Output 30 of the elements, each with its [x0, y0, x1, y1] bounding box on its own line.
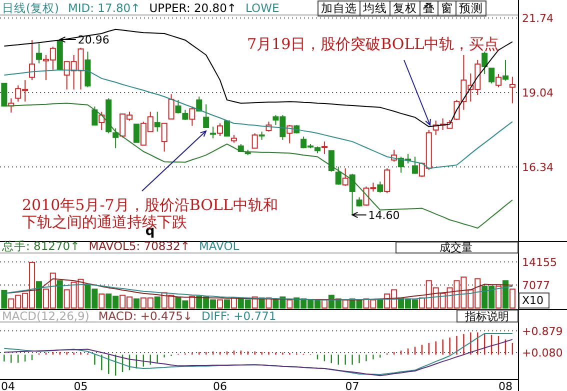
chart-title: 日线(复权) [2, 1, 59, 15]
annotation: 成交量 [440, 241, 472, 254]
y-tick-label: 21.74 [522, 12, 554, 26]
y-tick-label: 19.04 [522, 86, 554, 100]
annotation: 20.96 [58, 34, 110, 47]
annotation: 14.60 [351, 208, 400, 222]
annotation: 14.60 [368, 208, 400, 222]
x-tick-label: 07 [345, 380, 360, 391]
y-tick-label: +0.080 [522, 346, 563, 360]
series-label: 总手: 81270↑ [1, 239, 80, 253]
text: MAVOL [199, 239, 240, 253]
header: MACD(12,26,9) MACD: +0.475↓ DIFF: +0.771 指标说明 [2, 309, 518, 323]
x-tick-label: 04 [1, 380, 15, 391]
annotation: 指标说明 [464, 310, 509, 323]
button: X10 [518, 292, 550, 308]
button: 指标说明 [456, 310, 518, 323]
annotation: 20.96 [78, 34, 110, 47]
x-tick-label: 05 [74, 380, 88, 391]
y-tick-label: 7077 [522, 278, 550, 292]
x-tick-label: 08 [498, 380, 512, 391]
button: 成交量 [396, 241, 518, 254]
header: 日线(复权) MID: 17.80↑ UPPER: 20.80↑ LOWE 加自选 均线 复权 叠 窗 预测 [2, 0, 486, 16]
y-tick-label: 14155 [522, 256, 557, 269]
y-tick-label: 16.34 [522, 160, 554, 174]
annotation: 7月19日，股价突破BOLL中轨，买点 [247, 35, 500, 53]
note: 7月19日，股价突破BOLL中轨，买点 [247, 35, 500, 126]
text: MAVOL5: 70832↑ [88, 239, 190, 253]
chart-title: MACD(12,26,9) [2, 309, 90, 323]
x-tick-label: 06 [213, 380, 228, 391]
y-tick-label: +0.879 [522, 324, 563, 338]
